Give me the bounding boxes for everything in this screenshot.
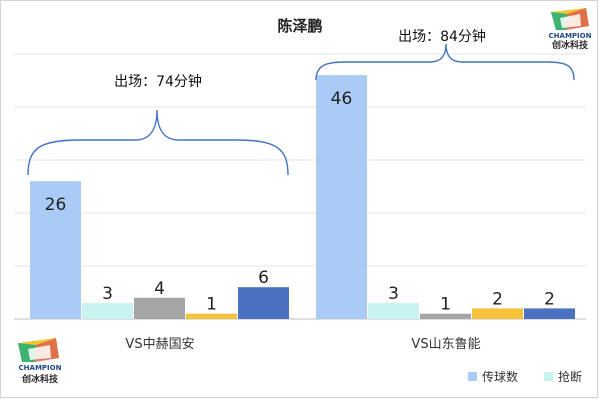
bar bbox=[30, 181, 81, 319]
annotation-right: 出场：84分钟 bbox=[398, 28, 486, 45]
category-labels: VS中赫国安 VS山东鲁能 bbox=[125, 337, 480, 352]
annotation-left: 出场：74分钟 bbox=[114, 73, 202, 90]
bar bbox=[368, 303, 419, 319]
category-label: VS山东鲁能 bbox=[411, 337, 480, 352]
bar bbox=[420, 313, 471, 319]
brace-left bbox=[27, 109, 289, 176]
bar-value-label: 2 bbox=[544, 289, 555, 309]
logo-bottom-left: CHAMPION 创冰科技 bbox=[18, 338, 62, 385]
brace-right bbox=[315, 43, 575, 81]
bar-value-label: 3 bbox=[102, 284, 113, 304]
legend-label-passes: 传球数 bbox=[482, 369, 518, 384]
bar-value-label: 1 bbox=[206, 295, 217, 315]
logo-top-right: CHAMPION 创冰科技 bbox=[549, 8, 592, 51]
bar bbox=[186, 313, 237, 319]
bar bbox=[134, 297, 185, 319]
logo-brand-text: CHAMPION bbox=[549, 32, 592, 40]
logo-brand-text: CHAMPION bbox=[19, 364, 62, 372]
bar-value-label: 26 bbox=[45, 195, 67, 215]
bar bbox=[524, 308, 575, 319]
category-label: VS中赫国安 bbox=[125, 337, 194, 352]
bar-value-label: 6 bbox=[258, 268, 269, 288]
legend-label-steals: 抢断 bbox=[558, 369, 582, 384]
bar-value-label: 4 bbox=[154, 279, 165, 299]
chart-title: 陈泽鹏 bbox=[277, 17, 322, 35]
grid-lines bbox=[14, 53, 586, 320]
bar bbox=[472, 308, 523, 319]
bar-value-label: 1 bbox=[440, 295, 451, 315]
bar-value-label: 3 bbox=[388, 284, 399, 304]
logo-chinese-text: 创冰科技 bbox=[21, 373, 59, 385]
legend: 传球数 抢断 bbox=[468, 369, 582, 384]
legend-swatch-steals bbox=[544, 372, 553, 381]
bar bbox=[82, 303, 133, 319]
bar bbox=[238, 287, 289, 319]
bars: 26 3 4 1 6 46 3 1 2 2 bbox=[30, 75, 575, 319]
bar-value-label: 46 bbox=[331, 89, 353, 109]
bar-value-label: 2 bbox=[492, 289, 503, 309]
legend-swatch-passes bbox=[468, 372, 477, 381]
logo-chinese-text: 创冰科技 bbox=[551, 39, 589, 51]
bar bbox=[316, 75, 367, 319]
